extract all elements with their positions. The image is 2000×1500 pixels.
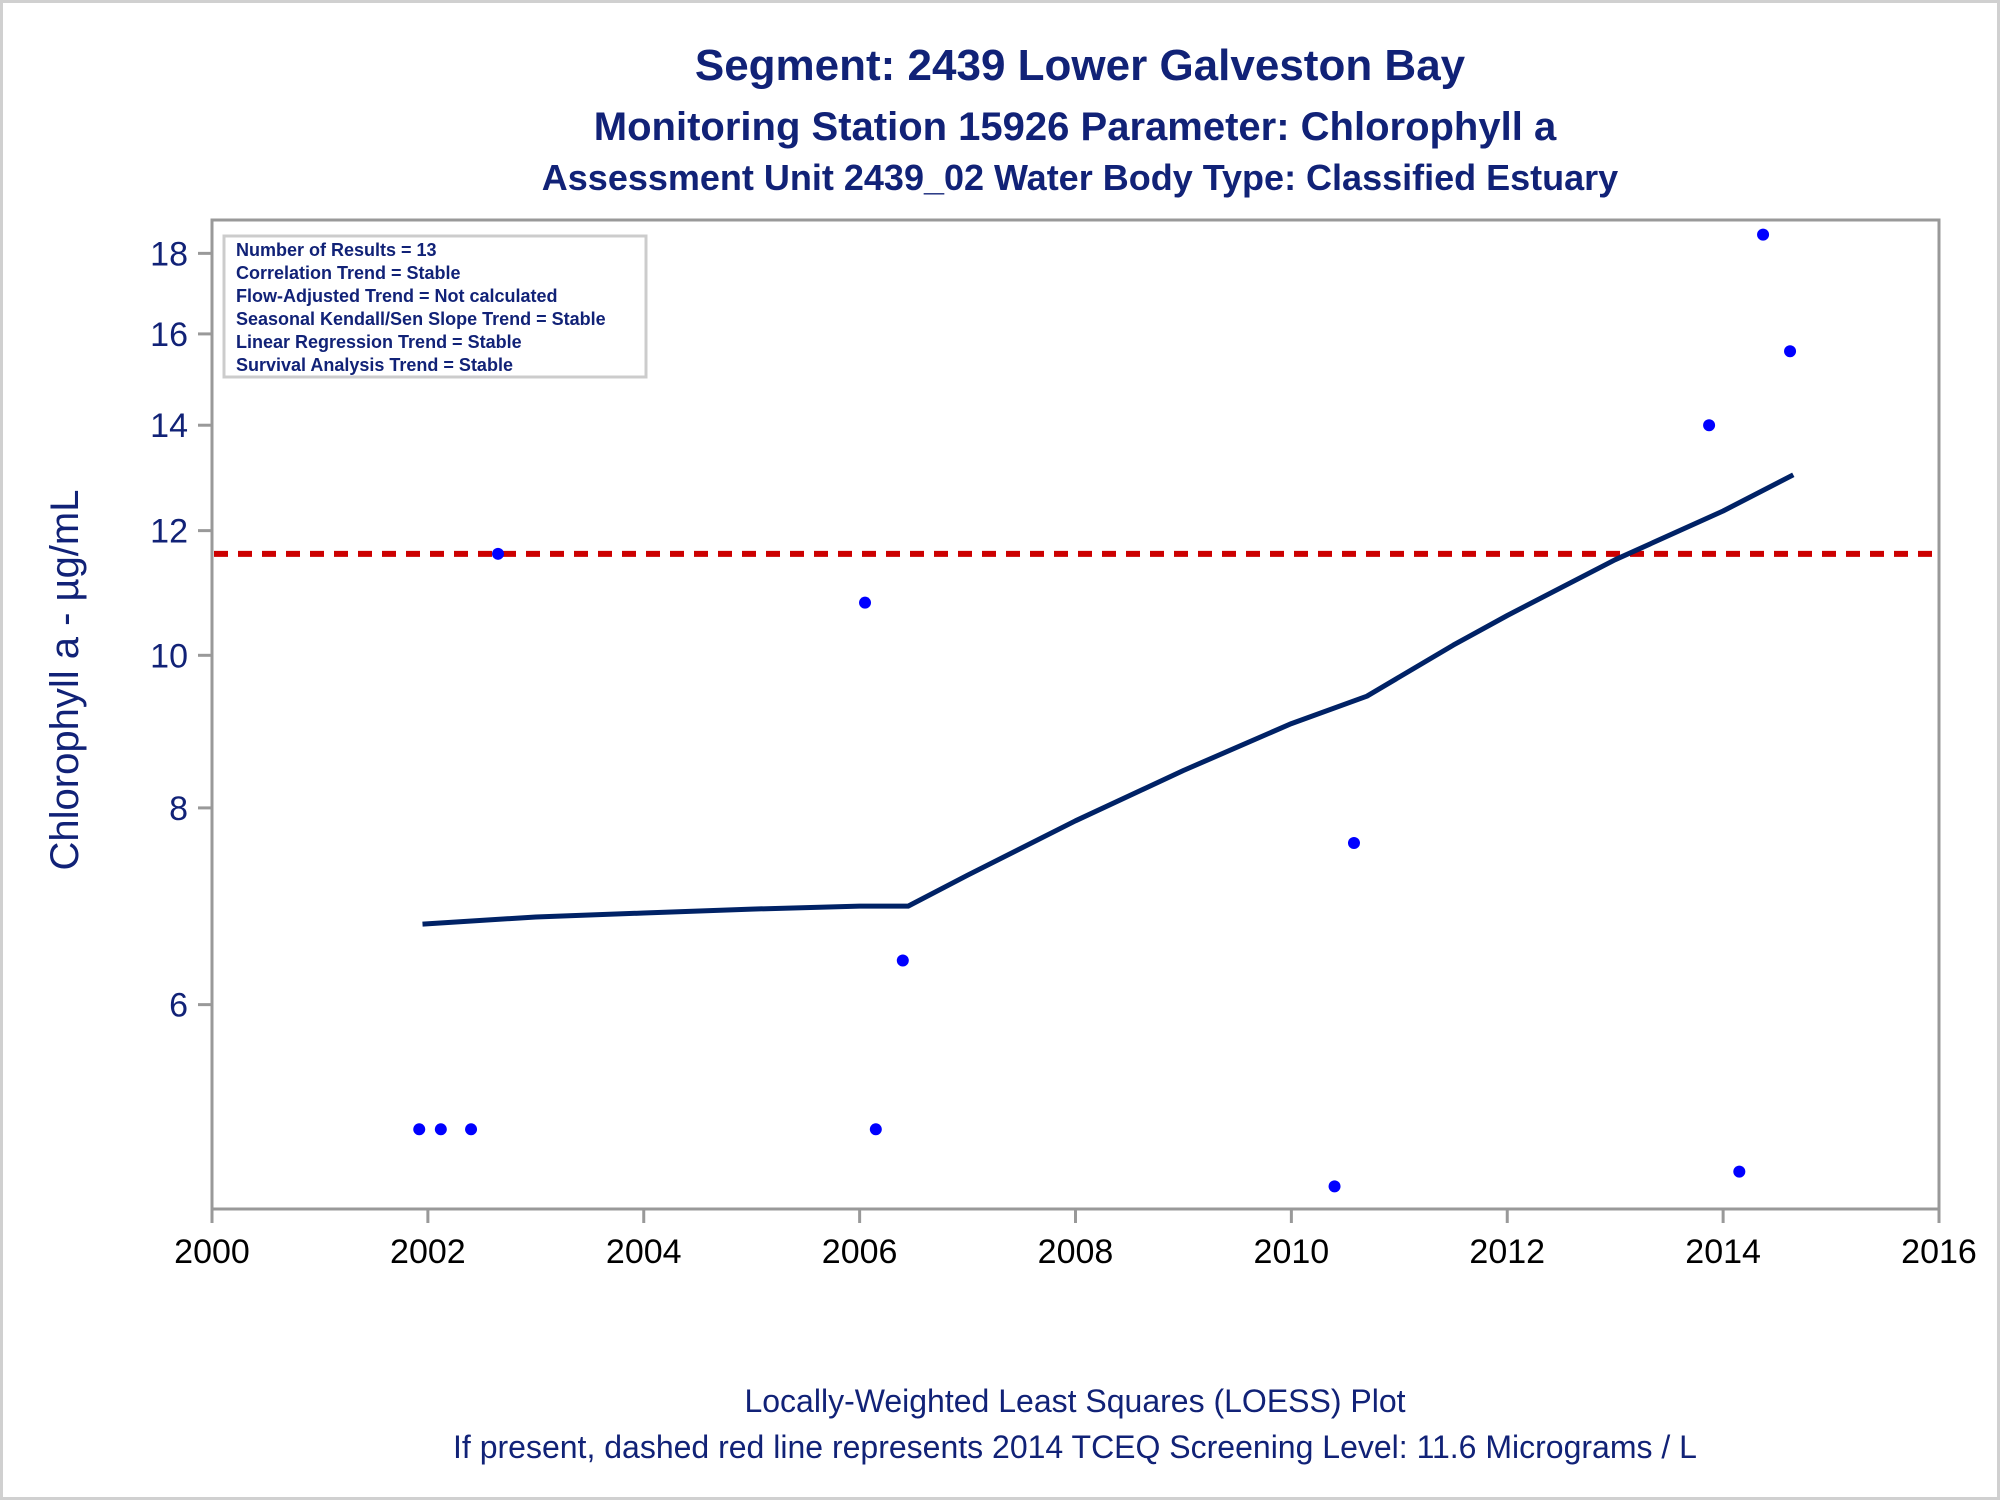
data-point (859, 596, 872, 609)
stats-line-3: Flow-Adjusted Trend = Not calculated (236, 286, 558, 306)
data-point (896, 954, 909, 967)
y-tick-label: 6 (169, 987, 188, 1025)
stats-box: Number of Results = 13 Correlation Trend… (222, 234, 648, 379)
data-point (1328, 1180, 1341, 1193)
data-point (1347, 836, 1360, 849)
chart-subtitle-2: Assessment Unit 2439_02 Water Body Type:… (542, 157, 1618, 198)
stats-line-1: Number of Results = 13 (236, 240, 437, 260)
data-point (465, 1123, 478, 1136)
stats-line-6: Survival Analysis Trend = Stable (236, 355, 513, 375)
x-tick-label: 2016 (1901, 1233, 1977, 1271)
x-tick-label: 2000 (174, 1233, 250, 1271)
data-point (434, 1123, 447, 1136)
data-point (869, 1123, 882, 1136)
data-point (1733, 1165, 1746, 1178)
x-tick-label: 2008 (1038, 1233, 1114, 1271)
x-tick-label: 2002 (390, 1233, 466, 1271)
footnote-line-2: If present, dashed red line represents 2… (453, 1429, 1697, 1465)
data-point (413, 1123, 426, 1136)
y-axis: 6 8 10 12 14 16 18 (150, 235, 212, 1025)
data-point (1703, 419, 1716, 432)
points-layer (413, 228, 1797, 1193)
stats-line-2: Correlation Trend = Stable (236, 263, 461, 283)
x-tick-label: 2010 (1254, 1233, 1330, 1271)
stats-line-5: Linear Regression Trend = Stable (236, 332, 522, 352)
stats-box-border (222, 234, 648, 379)
stats-line-4: Seasonal Kendall/Sen Slope Trend = Stabl… (236, 309, 606, 329)
x-axis: 2000 2002 2004 2006 2008 2010 2012 2014 2016 (174, 1209, 1977, 1271)
y-tick-label: 14 (150, 407, 188, 445)
x-tick-label: 2014 (1685, 1233, 1761, 1271)
x-tick-label: 2012 (1469, 1233, 1545, 1271)
data-point (1784, 345, 1797, 358)
y-tick-label: 8 (169, 790, 188, 828)
x-tick-label: 2004 (606, 1233, 682, 1271)
x-tick-label: 2006 (822, 1233, 898, 1271)
y-tick-label: 12 (150, 513, 188, 551)
y-axis-label: Chlorophyll a - µg/mL (43, 490, 87, 871)
y-tick-label: 16 (150, 316, 188, 354)
loess-layer (422, 472, 1795, 927)
data-point (492, 547, 505, 560)
y-tick-label: 10 (150, 637, 188, 675)
chart-subtitle: Monitoring Station 15926 Parameter: Chlo… (594, 105, 1557, 149)
chart-title: Segment: 2439 Lower Galveston Bay (695, 41, 1466, 90)
loess-curve (422, 472, 1795, 927)
y-tick-label: 18 (150, 235, 188, 273)
data-point (1757, 228, 1770, 241)
footnote-line-1: Locally-Weighted Least Squares (LOESS) P… (744, 1383, 1405, 1419)
